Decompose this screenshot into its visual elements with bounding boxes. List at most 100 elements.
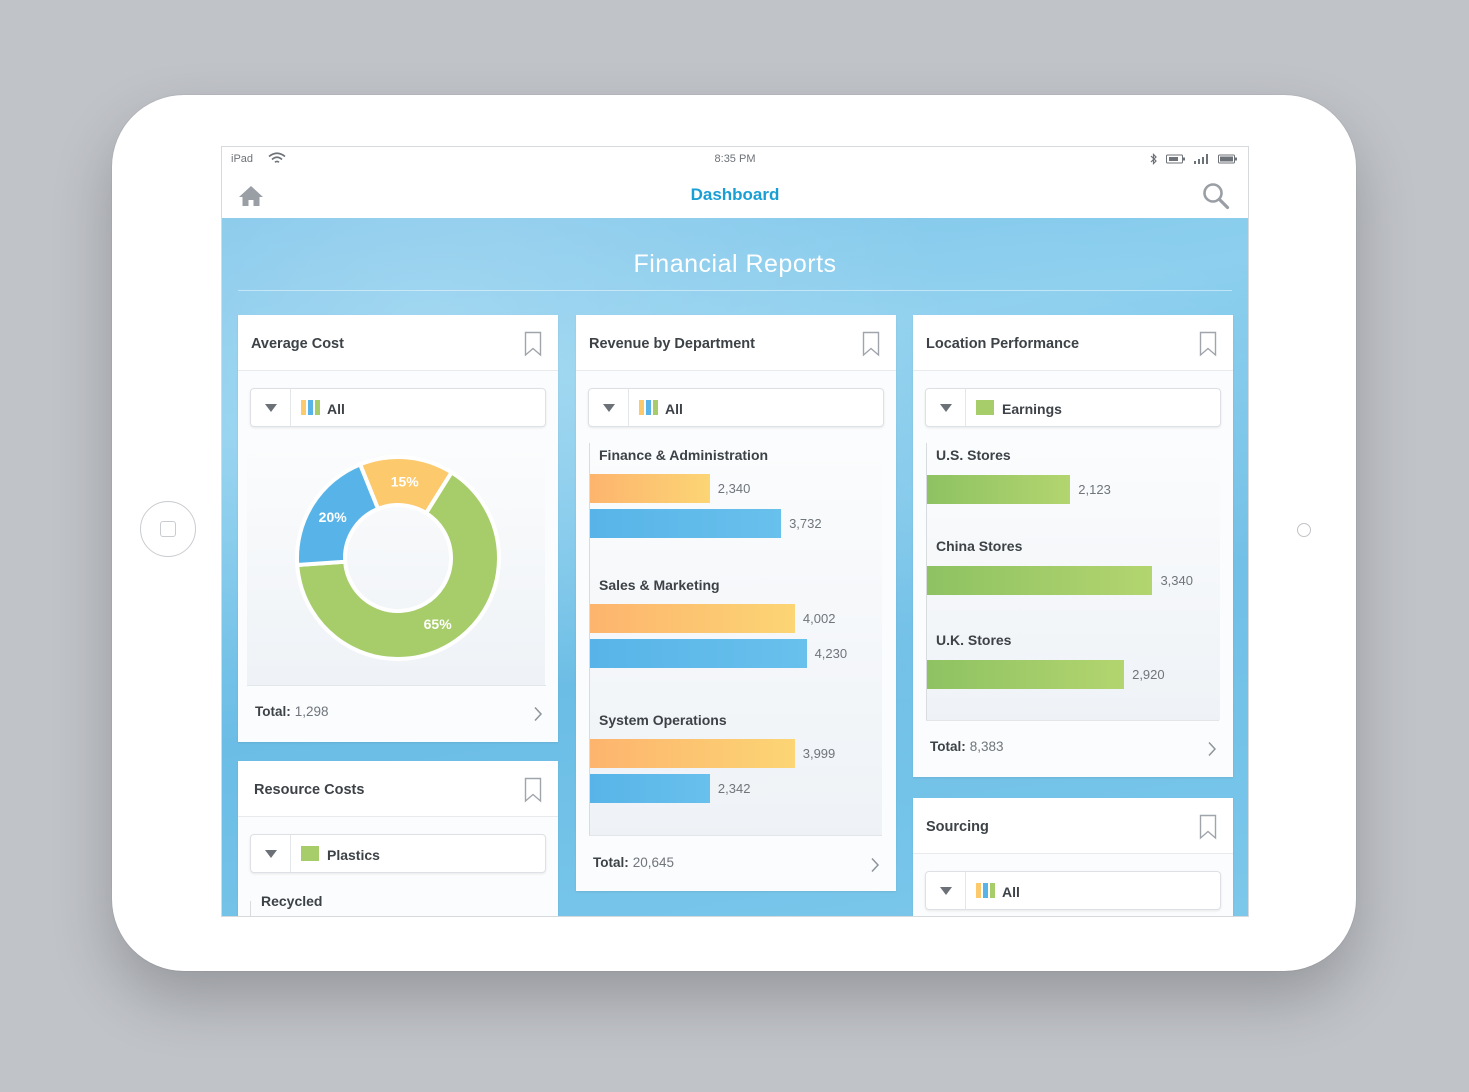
front-camera	[1297, 523, 1311, 537]
dropdown-value: All	[665, 401, 683, 417]
card-title: Sourcing	[926, 819, 989, 835]
total-row[interactable]: Total: 8,383	[930, 739, 1217, 759]
dropdown-toggle[interactable]	[926, 389, 966, 426]
total-value: 20,645	[632, 855, 675, 870]
bar-value-label: 4,230	[814, 646, 848, 661]
status-icons	[1150, 153, 1238, 165]
filter-dropdown[interactable]: All	[925, 871, 1221, 910]
dropdown-toggle[interactable]	[926, 872, 966, 909]
chevron-down-icon	[603, 404, 615, 412]
donut-slice[interactable]	[357, 455, 455, 516]
revenue-bar-chart: Finance & Administration 2,340 3,732 Sales …	[576, 315, 896, 835]
dropdown-value: Plastics	[327, 847, 380, 863]
bar-value-label: 4,002	[802, 611, 836, 626]
slice-label: 15%	[391, 473, 420, 489]
nav-bar: Dashboard	[222, 171, 1248, 219]
search-icon[interactable]	[1202, 182, 1230, 215]
bookmark-icon[interactable]	[1199, 814, 1217, 845]
dropdown-value: All	[1002, 884, 1020, 900]
category-label: China Stores	[936, 538, 1023, 554]
revenue-card: Revenue by Department All Finance & Admi…	[576, 315, 896, 891]
chevron-down-icon	[265, 404, 277, 412]
category-label: U.K. Stores	[936, 632, 1012, 648]
category-label: System Operations	[599, 712, 727, 728]
bar[interactable]	[927, 475, 1071, 504]
total-label: Total:	[593, 855, 629, 870]
card-title: Revenue by Department	[589, 336, 755, 352]
filter-dropdown[interactable]: All	[250, 388, 546, 427]
card-title: Resource Costs	[254, 782, 365, 798]
bar[interactable]	[590, 639, 807, 668]
bar[interactable]	[590, 604, 795, 633]
card-title: Average Cost	[251, 336, 344, 352]
slice-label: 65%	[424, 616, 453, 632]
signal-icon	[1194, 154, 1208, 164]
bar[interactable]	[590, 739, 795, 768]
home-button[interactable]	[140, 501, 196, 557]
dropdown-toggle[interactable]	[251, 835, 291, 872]
donut-slice[interactable]	[295, 469, 501, 661]
chevron-down-icon	[265, 850, 277, 858]
dropdown-toggle[interactable]	[251, 389, 291, 426]
card-header: Average Cost	[238, 315, 558, 371]
bookmark-icon[interactable]	[524, 331, 542, 362]
multi-color-legend-icon	[301, 400, 320, 420]
card-header: Resource Costs	[238, 761, 558, 817]
total-value: 1,298	[294, 704, 329, 719]
total-label: Total:	[930, 739, 966, 754]
card-header: Sourcing	[913, 798, 1233, 854]
bar[interactable]	[927, 566, 1153, 595]
bluetooth-icon	[1150, 153, 1157, 165]
dropdown-toggle[interactable]	[589, 389, 629, 426]
filter-dropdown[interactable]: Plastics	[250, 834, 546, 873]
bookmark-icon[interactable]	[862, 331, 880, 362]
bookmark-icon[interactable]	[524, 777, 542, 808]
card-header: Location Performance	[913, 315, 1233, 371]
category-label: U.S. Stores	[936, 447, 1011, 463]
donut-chart: 65% 20% 15%	[295, 455, 501, 661]
charging-icon	[1166, 154, 1185, 164]
bar-value-label: 2,123	[1078, 482, 1111, 497]
filter-dropdown[interactable]: Earnings	[925, 388, 1221, 427]
nav-title: Dashboard	[690, 185, 780, 204]
card-divider	[589, 835, 882, 836]
battery-icon	[1218, 154, 1237, 164]
bar[interactable]	[590, 509, 782, 538]
home-icon[interactable]	[238, 185, 264, 212]
multi-color-legend-icon	[976, 883, 995, 903]
card-title: Location Performance	[926, 336, 1080, 352]
average-cost-card: Average Cost All 65% 20% 15% Total: 1,298	[238, 315, 558, 742]
card-divider	[926, 720, 1219, 721]
donut-slice[interactable]	[295, 461, 381, 568]
bar-value-label: 2,342	[717, 781, 751, 796]
sourcing-card: Sourcing All	[913, 798, 1233, 916]
green-legend-icon	[976, 400, 994, 420]
slice-label: 20%	[319, 509, 348, 525]
bookmark-icon[interactable]	[1199, 331, 1217, 362]
chevron-down-icon	[940, 404, 952, 412]
bar[interactable]	[590, 474, 710, 503]
carrier-label: iPad	[231, 153, 254, 165]
bar[interactable]	[590, 774, 710, 803]
filter-dropdown[interactable]: All	[588, 388, 884, 427]
total-row[interactable]: Total: 20,645	[593, 855, 880, 875]
status-bar: iPad 8:35 PM	[222, 147, 1248, 171]
heading-divider	[238, 290, 1232, 291]
dropdown-value: All	[327, 401, 345, 417]
home-button-icon	[160, 521, 176, 537]
category-label: Recycled	[261, 893, 323, 909]
status-clock: 8:35 PM	[714, 153, 756, 165]
chevron-right-icon	[1207, 741, 1217, 760]
bar-value-label: 2,920	[1132, 667, 1165, 682]
bar[interactable]	[927, 660, 1125, 689]
chart-axis	[250, 901, 251, 916]
card-header: Revenue by Department	[576, 315, 896, 371]
total-row[interactable]: Total: 1,298	[255, 704, 543, 724]
location-performance-card: Location Performance Earnings U.S. Store…	[913, 315, 1233, 777]
chevron-down-icon	[940, 887, 952, 895]
dashboard-content: Financial Reports Average Cost All 65% 20…	[222, 218, 1248, 916]
location-bar-chart: U.S. Stores 2,123 China Stores 3,340 U.K. St…	[913, 315, 1233, 720]
chevron-right-icon	[870, 857, 880, 876]
bar-value-label: 3,340	[1160, 573, 1193, 588]
wifi-icon	[268, 152, 286, 168]
